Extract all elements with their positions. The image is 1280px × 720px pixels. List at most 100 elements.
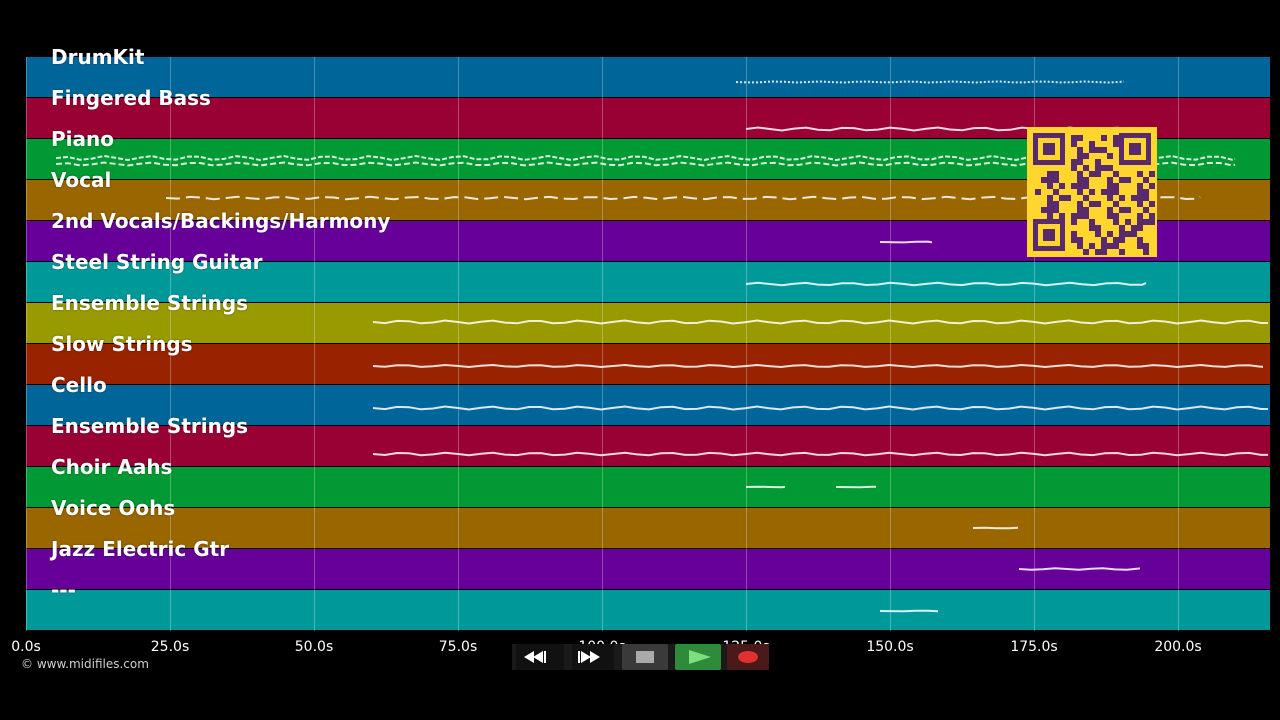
grid-line	[1034, 57, 1035, 631]
qr-module	[1095, 201, 1101, 207]
qr-module	[1137, 225, 1143, 231]
qr-module	[1137, 183, 1143, 189]
track-name: Jazz Electric Gtr	[51, 537, 230, 561]
qr-module	[1089, 243, 1095, 249]
qr-module	[1119, 177, 1125, 183]
qr-module	[1095, 159, 1101, 165]
qr-module	[1089, 141, 1095, 147]
qr-module	[1095, 147, 1101, 153]
qr-module	[1107, 165, 1113, 171]
grid-line	[26, 57, 27, 631]
grid-line	[314, 57, 315, 631]
qr-module	[1107, 231, 1113, 237]
qr-module	[1095, 225, 1101, 231]
qr-module	[1143, 177, 1149, 183]
qr-module	[1041, 207, 1047, 213]
qr-module	[1089, 201, 1095, 207]
qr-module	[1077, 147, 1083, 153]
play-button[interactable]	[675, 644, 721, 670]
qr-module	[1083, 249, 1089, 255]
track-lane[interactable]	[26, 467, 1270, 507]
qr-module	[1053, 177, 1059, 183]
qr-module	[1071, 159, 1077, 165]
qr-module	[1119, 195, 1125, 201]
record-button[interactable]	[727, 644, 769, 670]
track-name: 2nd Vocals/Backings/Harmony	[51, 209, 391, 233]
qr-module	[1107, 243, 1113, 249]
track-lane[interactable]	[26, 426, 1270, 466]
qr-module	[1113, 237, 1119, 243]
rewind-button[interactable]	[516, 644, 564, 670]
qr-module	[1107, 207, 1113, 213]
track-name: Cello	[51, 373, 107, 397]
qr-module	[1035, 189, 1041, 195]
qr-module	[1101, 135, 1107, 141]
qr-module	[1131, 195, 1137, 201]
stop-button[interactable]	[622, 644, 668, 670]
track-name: Voice Oohs	[51, 496, 176, 520]
qr-module	[1053, 201, 1059, 207]
qr-module	[1113, 219, 1119, 225]
qr-module	[1131, 225, 1137, 231]
qr-module	[1077, 177, 1083, 183]
transport-controls	[512, 644, 769, 670]
qr-module	[1083, 183, 1089, 189]
qr-module	[1043, 229, 1055, 241]
qr-module	[1041, 177, 1047, 183]
rewind-icon	[524, 651, 546, 663]
track-lane[interactable]	[26, 57, 1270, 97]
qr-module	[1083, 153, 1089, 159]
qr-module	[1143, 207, 1149, 213]
qr-module	[1077, 159, 1083, 165]
track-lane[interactable]	[26, 385, 1270, 425]
qr-module	[1077, 201, 1083, 207]
qr-module	[1083, 177, 1089, 183]
qr-module	[1089, 225, 1095, 231]
qr-module	[1137, 171, 1143, 177]
qr-module	[1107, 213, 1113, 219]
qr-module	[1047, 213, 1053, 219]
qr-module	[1113, 243, 1119, 249]
qr-module	[1149, 219, 1155, 225]
qr-module	[1113, 141, 1119, 147]
copyright-text: © www.midifiles.com	[21, 657, 149, 671]
qr-module	[1071, 231, 1077, 237]
qr-module	[1149, 171, 1155, 177]
qr-module	[1071, 141, 1077, 147]
qr-module	[1047, 171, 1053, 177]
qr-module	[1101, 147, 1107, 153]
track-lane[interactable]	[26, 508, 1270, 548]
qr-module	[1047, 201, 1053, 207]
qr-module	[1113, 171, 1119, 177]
track-lane[interactable]	[26, 344, 1270, 384]
track-name: DrumKit	[51, 45, 145, 69]
track-lane[interactable]	[26, 590, 1270, 630]
qr-module	[1119, 249, 1125, 255]
qr-module	[1125, 207, 1131, 213]
time-tick-label: 200.0s	[1154, 639, 1202, 655]
qr-module	[1137, 213, 1143, 219]
qr-module	[1077, 213, 1083, 219]
fast-forward-button[interactable]	[572, 644, 614, 670]
qr-module	[1053, 189, 1059, 195]
qr-module	[1149, 213, 1155, 219]
track-name: Choir Aahs	[51, 455, 173, 479]
qr-module	[1113, 183, 1119, 189]
grid-line	[746, 57, 747, 631]
qr-module	[1129, 143, 1141, 155]
qr-module	[1043, 143, 1055, 155]
track-name: Vocal	[51, 168, 112, 192]
qr-module	[1083, 207, 1089, 213]
qr-module	[1071, 183, 1077, 189]
qr-module	[1077, 189, 1083, 195]
qr-module	[1095, 231, 1101, 237]
qr-module	[1107, 177, 1113, 183]
qr-module	[1089, 219, 1095, 225]
qr-module	[1077, 183, 1083, 189]
qr-module	[1077, 243, 1083, 249]
qr-module	[1083, 165, 1089, 171]
track-name: Ensemble Strings	[51, 291, 249, 315]
qr-module	[1071, 237, 1077, 243]
qr-module	[1059, 183, 1065, 189]
qr-module	[1119, 207, 1125, 213]
